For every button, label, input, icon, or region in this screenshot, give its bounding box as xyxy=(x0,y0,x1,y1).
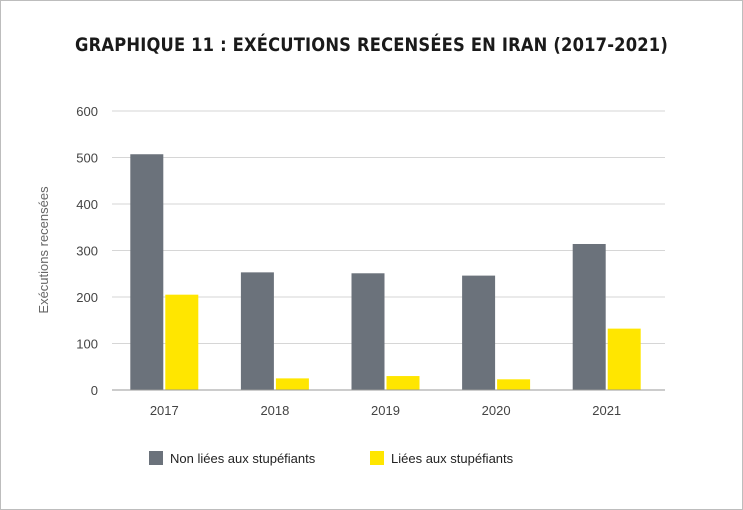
y-tick-label: 400 xyxy=(76,197,98,212)
bar-non-liees-2020 xyxy=(462,275,496,390)
y-tick-label: 100 xyxy=(76,337,98,352)
x-axis-ticks: 2017 2018 2019 2020 2021 xyxy=(150,403,621,418)
x-tick-label: 2019 xyxy=(371,403,400,418)
bars xyxy=(130,154,641,390)
bar-liees-2017 xyxy=(165,294,199,390)
bar-non-liees-2021 xyxy=(572,243,606,390)
legend-label: Non liées aux stupéfiants xyxy=(170,451,316,466)
x-tick-label: 2020 xyxy=(482,403,511,418)
bar-liees-2019 xyxy=(386,376,420,390)
bar-liees-2021 xyxy=(607,328,641,390)
legend-label: Liées aux stupéfiants xyxy=(391,451,514,466)
bar-non-liees-2018 xyxy=(240,272,274,390)
bar-liees-2020 xyxy=(497,379,531,390)
legend: Non liées aux stupéfiants Liées aux stupé… xyxy=(149,451,514,466)
x-tick-label: 2018 xyxy=(260,403,289,418)
y-tick-label: 200 xyxy=(76,290,98,305)
y-tick-label: 600 xyxy=(76,104,98,119)
bar-non-liees-2017 xyxy=(130,154,164,390)
chart-title: GRAPHIQUE 11 : EXÉCUTIONS RECENSÉES EN I… xyxy=(75,34,668,56)
y-axis-label: Exécutions recensées xyxy=(36,186,51,314)
legend-swatch xyxy=(370,451,384,465)
x-tick-label: 2021 xyxy=(592,403,621,418)
legend-swatch xyxy=(149,451,163,465)
x-tick-label: 2017 xyxy=(150,403,179,418)
y-tick-label: 300 xyxy=(76,244,98,259)
y-tick-label: 0 xyxy=(91,383,98,398)
y-tick-label: 500 xyxy=(76,151,98,166)
bar-liees-2018 xyxy=(275,378,309,390)
bar-non-liees-2019 xyxy=(351,273,385,390)
y-axis-ticks: 0 100 200 300 400 500 600 xyxy=(76,104,98,398)
